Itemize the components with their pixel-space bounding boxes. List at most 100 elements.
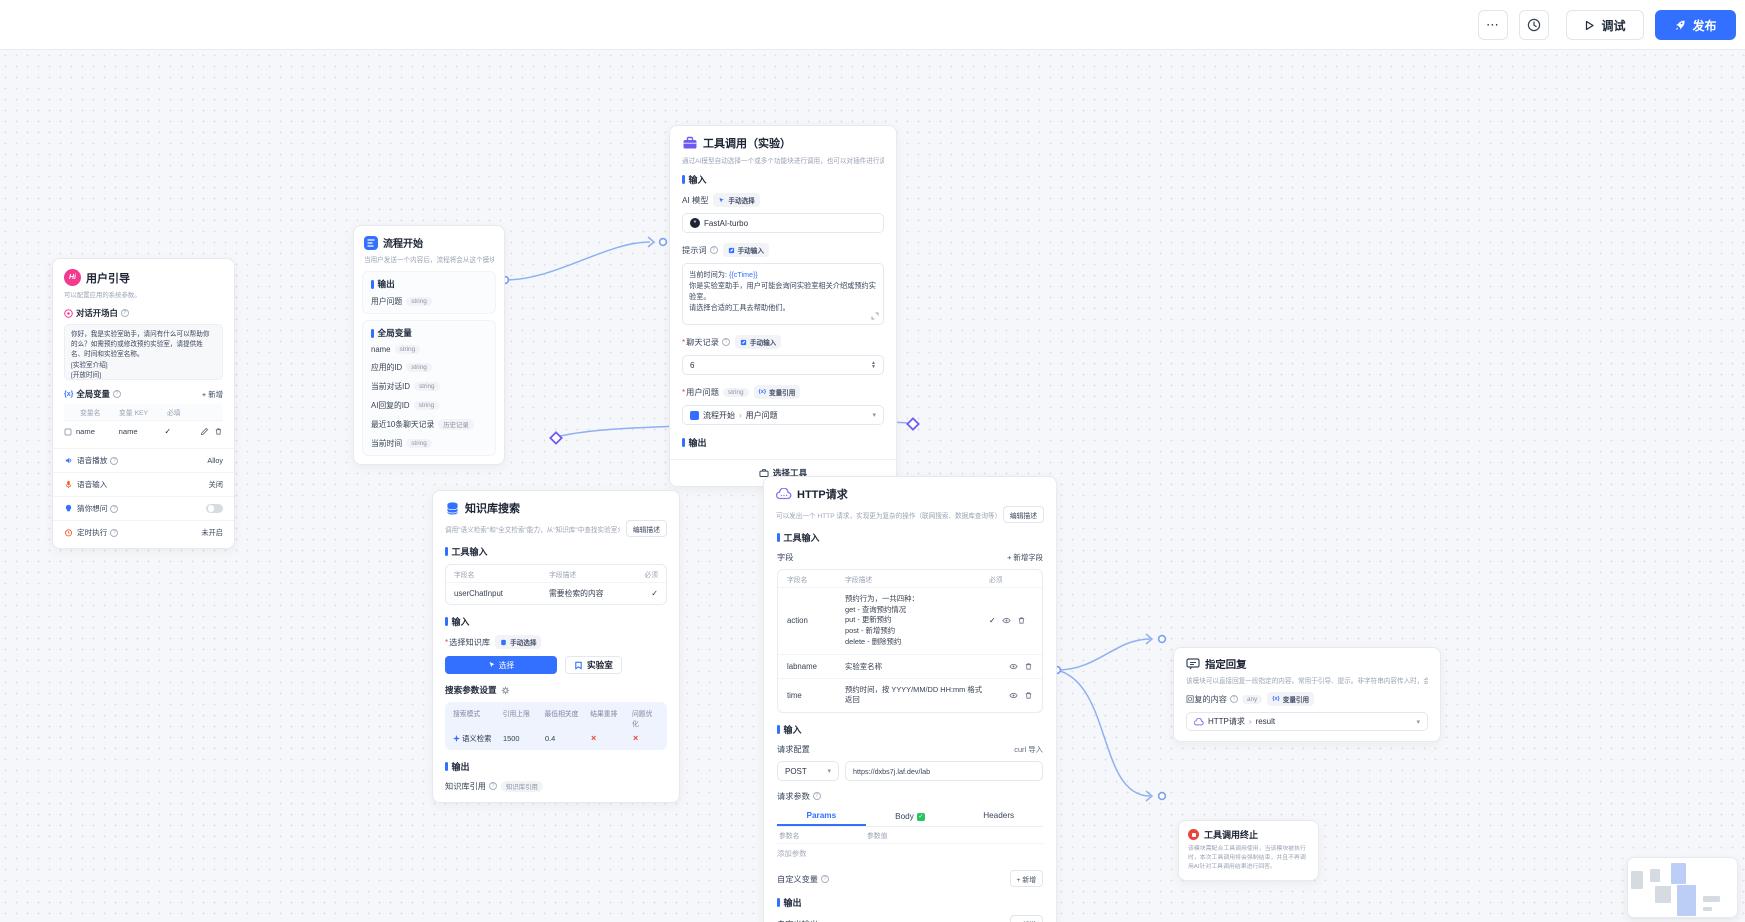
field-desc: 预约行为，一共四种： get - 查询预约情况 put - 更新预约 post … [845,594,919,646]
opening-label: 对话开场白 [76,308,118,318]
add-custom-var-button[interactable]: + 新增 [1009,870,1043,888]
info-icon[interactable]: ? [721,338,730,346]
method-select[interactable]: POST ▾ [777,761,839,782]
manual-select-badge[interactable]: 手动选择 [713,193,760,207]
add-param-row[interactable]: 添加参数 [777,848,807,858]
info-icon[interactable]: ? [820,874,829,883]
node-reply[interactable]: 指定回复 该模块可以直接回复一段指定的内容。常用于引导、提示。非字符串内容传入时… [1173,647,1441,742]
debug-button[interactable]: 调试 [1566,10,1644,40]
info-icon[interactable]: ? [120,309,129,317]
manual-input-badge[interactable]: 手动输入 [734,335,782,349]
guess-question-toggle[interactable] [206,504,223,513]
info-icon[interactable]: ? [488,782,497,790]
tab-headers[interactable]: Headers [983,811,1015,821]
info-icon[interactable]: ? [110,504,119,513]
flow-start-title: 流程开始 [383,239,423,250]
briefcase-icon [759,469,769,477]
http-title: HTTP请求 [797,489,848,501]
manual-input-badge[interactable]: 手动输入 [722,243,769,257]
add-custom-output-button[interactable]: + 新增 [1009,915,1043,922]
node-http[interactable]: HTTP请求 可以发出一个 HTTP 请求，实现更为复杂的操作（联网搜索、数据库… [763,476,1057,922]
user-question-select[interactable]: 流程开始 › 用户问题 ▾ [682,405,884,425]
method-value: POST [785,766,807,776]
global-row: 当前对话ID string [371,381,487,392]
node-kb-search[interactable]: 知识库搜索 调用"语义检索"和"全文检索"能力，从"知识库"中查找实验室介绍和使… [432,490,680,803]
schedule-value[interactable]: 未开启 [201,527,223,537]
col-param-name: 参数名 [779,833,800,841]
output-section-label: 输出 [451,762,470,772]
semantic-search-icon [453,735,460,742]
edit-description-button[interactable]: 编辑描述 [1002,506,1044,523]
add-variable-button[interactable]: + 新增 [201,389,223,399]
global-row: 应用的ID string [371,362,487,373]
history-button[interactable] [1519,10,1549,40]
model-icon: * [690,218,700,228]
edit-description-button[interactable]: 编辑描述 [625,520,667,537]
node-tool-stop[interactable]: 工具调用终止 该模块需配合工具调用使用，当该模块被执行时，本次工具调用将会强制结… [1178,820,1319,881]
col-required: 必须 [644,571,658,579]
delete-icon[interactable] [214,427,223,436]
more-button[interactable]: ⋯ [1478,10,1508,40]
gear-icon[interactable] [501,686,510,695]
publish-button[interactable]: 发布 [1655,10,1736,40]
info-icon[interactable]: ? [110,528,119,537]
info-icon[interactable]: ? [112,390,121,398]
quote-limit: 1500 [503,734,520,743]
info-icon[interactable]: ? [110,456,119,465]
variable-ref-badge[interactable]: {x} 变量引用 [753,385,801,399]
expand-icon[interactable] [871,312,879,320]
http-mini-icon [1194,717,1204,725]
input-section-label: 输入 [783,725,802,736]
voice-input-label: 语音输入 [77,480,108,489]
stepper[interactable]: ▲ ▼ [871,360,876,370]
port-toolcall-in [658,237,668,247]
manual-select-badge[interactable]: 手动选择 [495,635,542,649]
voice-input-value[interactable]: 关闭 [208,479,223,489]
choose-kb-button[interactable]: 选择 [445,656,557,674]
add-field-button[interactable]: + 新增字段 [1007,552,1043,562]
template-variable: {{cTime}} [728,270,758,279]
tool-input-section-label: 工具输入 [451,547,488,557]
info-icon[interactable]: ? [812,792,821,801]
reply-icon [1186,657,1200,669]
node-tool-call[interactable]: 工具调用（实验） 通过AI模型自动选择一个或多个功能块进行调用，也可以对插件进行… [669,125,897,487]
trash-icon[interactable] [1024,691,1033,700]
eye-icon[interactable] [1009,691,1018,700]
select-icon [489,662,495,668]
info-icon[interactable]: ? [1229,695,1238,703]
curl-import-button[interactable]: curl 导入 [1014,744,1043,754]
kb-chip[interactable]: 实验室 [565,656,622,674]
model-select[interactable]: * FastAI-turbo [682,213,884,233]
opening-textarea[interactable]: 你好，我是实验室助手，请问有什么可以帮助你的么？如需预约或修改预约实验室，请提供… [64,324,223,380]
node-user-guide[interactable]: Hi 用户引导 可以配置应用的系统参数。 对话开场白 ? 你好，我是实验室助手，… [52,258,235,549]
variable-ref-icon: {x} [1272,696,1280,702]
reply-content-select[interactable]: HTTP请求 › result ▾ [1186,712,1428,731]
prompt-textarea[interactable]: 当前时间为: {{cTime}} 你是实验室助手，用户可能会询问实验室相关介绍或… [682,263,884,325]
select-tool-button[interactable]: 选择工具 [670,460,896,486]
tab-body[interactable]: Body ✓ [895,812,925,822]
node-flow-start[interactable]: 流程开始 当用户发送一个内容后，流程将会从这个模块开始执行。 输出 用户问题 s… [353,225,505,465]
type-badge: string [722,387,749,397]
voice-play-icon [65,457,72,464]
minimap[interactable] [1627,857,1738,918]
field-name: userChatInput [454,589,503,598]
search-params-label: 搜索参数设置 [445,685,497,695]
kb-cite-type-badge: 知识库引用 [500,780,543,792]
eye-icon[interactable] [1009,662,1018,671]
tab-params[interactable]: Params [777,807,866,827]
chat-history-input[interactable]: 6 ▲ ▼ [682,355,884,375]
flow-canvas[interactable]: Hi 用户引导 可以配置应用的系统参数。 对话开场白 ? 你好，我是实验室助手，… [0,50,1745,922]
trash-icon[interactable] [1017,616,1026,625]
trash-icon[interactable] [1024,662,1033,671]
p-col: 结果重排 [590,711,618,718]
info-icon[interactable]: ? [709,246,718,254]
field-desc: 需要检索的内容 [549,589,604,598]
voice-play-value[interactable]: Alloy [207,456,223,465]
url-input[interactable]: https://dxbs7j.laf.dev/lab [845,761,1043,782]
variable-icon [64,428,72,435]
col-required: 必须 [989,576,1003,584]
variable-ref-badge[interactable]: {x} 变量引用 [1267,692,1315,706]
edit-icon[interactable] [200,427,209,436]
eye-icon[interactable] [1002,616,1011,625]
reply-field: result [1255,717,1276,726]
